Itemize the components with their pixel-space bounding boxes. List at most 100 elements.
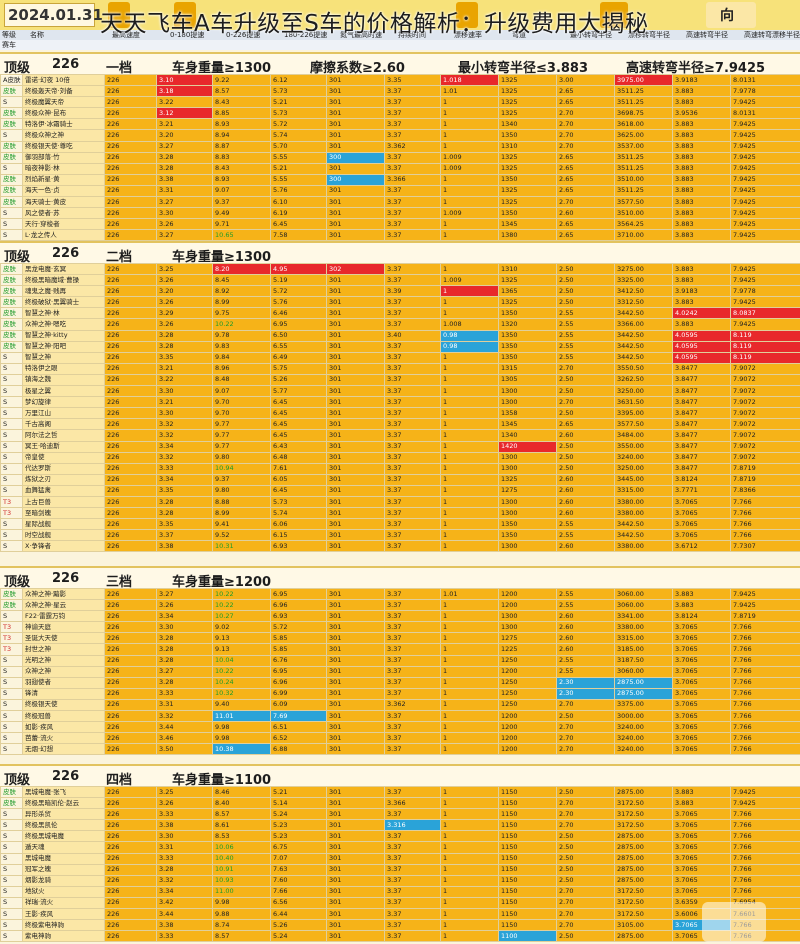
table-cell: 226 bbox=[104, 841, 157, 854]
section-gear: 三档 bbox=[106, 575, 133, 590]
table-cell: 3.8477 bbox=[672, 373, 731, 387]
table-cell: 3.883 bbox=[672, 262, 731, 276]
table-cell: 暗夜神影·林 bbox=[22, 162, 105, 175]
col-header: 高速转弯半径 bbox=[686, 31, 728, 39]
table-row: S 芭蕾·流火 226 3.46 9.98 6.52 301 3.37 1 1200 2.70 324… bbox=[0, 732, 800, 745]
table-cell: 特洛伊·冰霜骑士 bbox=[22, 118, 105, 131]
table-cell: 6.96 bbox=[270, 676, 327, 689]
table-cell: 10.32 bbox=[212, 687, 271, 700]
table-cell: 226 bbox=[104, 874, 157, 887]
table-cell: S bbox=[0, 462, 23, 475]
table-cell: 3.21 bbox=[156, 362, 213, 375]
table-cell: 3.37 bbox=[384, 351, 441, 364]
table-cell: 10.38 bbox=[212, 743, 271, 756]
table-cell: 7.766 bbox=[730, 665, 800, 678]
table-row: T3 至暗剑魄 226 3.28 8.99 5.74 301 3.37 1 1300 2.60 338… bbox=[0, 507, 800, 520]
table-cell: 2.65 bbox=[556, 96, 615, 109]
table-cell: 5.70 bbox=[270, 140, 327, 153]
table-cell: 3.883 bbox=[672, 118, 731, 131]
table-cell: 异形杀贸 bbox=[22, 808, 105, 821]
table-cell: 301 bbox=[326, 340, 385, 353]
table-cell: S bbox=[0, 518, 23, 531]
table-row: 皮肤 终极破狱·黑翼骑士 226 3.26 8.99 5.76 301 3.37 1 1325 2.… bbox=[0, 296, 800, 309]
table-cell: 1 bbox=[440, 743, 499, 756]
table-cell: 众神之神·星云 bbox=[22, 599, 105, 612]
table-cell: 3.37 bbox=[384, 440, 441, 453]
table-cell: 1 bbox=[440, 107, 499, 120]
table-cell: T3 bbox=[0, 495, 23, 509]
table-cell: 镇海之魏 bbox=[22, 373, 105, 387]
sub-header-row: 赛车 bbox=[0, 40, 800, 50]
table-cell: 226 bbox=[104, 610, 157, 623]
table-cell: 3240.00 bbox=[614, 451, 673, 464]
table-cell: 226 bbox=[104, 407, 157, 420]
table-cell: 1 bbox=[440, 874, 499, 887]
table-cell: 3.35 bbox=[156, 518, 213, 531]
table-cell: 5.73 bbox=[270, 85, 327, 98]
table-cell: 3380.00 bbox=[614, 621, 673, 634]
table-cell: 6.51 bbox=[270, 721, 327, 734]
table-cell: 1 bbox=[440, 118, 499, 131]
table-cell: S bbox=[0, 351, 23, 364]
table-cell: 226 bbox=[104, 797, 157, 810]
table-cell: 3.21 bbox=[156, 396, 213, 409]
table-cell: 3.37 bbox=[384, 262, 441, 276]
table-cell: 9.88 bbox=[212, 908, 271, 921]
table-cell: 7.9072 bbox=[730, 385, 800, 398]
table-cell: 7.766 bbox=[730, 808, 800, 821]
table-cell: 10.93 bbox=[212, 874, 271, 887]
table-cell: 301 bbox=[326, 451, 385, 464]
table-cell: 6.05 bbox=[270, 473, 327, 486]
table-cell: 3.27 bbox=[156, 140, 213, 153]
table-cell: 3187.50 bbox=[614, 654, 673, 667]
table-cell: 2.70 bbox=[556, 819, 615, 832]
table-cell: 3.37 bbox=[384, 665, 441, 678]
table-cell: S bbox=[0, 698, 23, 712]
table-cell: 3.7065 bbox=[672, 841, 731, 854]
table-cell: 2.60 bbox=[556, 495, 615, 509]
table-cell: 2.50 bbox=[556, 296, 615, 309]
table-cell: 226 bbox=[104, 785, 157, 799]
table-cell: 3.28 bbox=[156, 340, 213, 353]
table-cell: S bbox=[0, 930, 23, 943]
table-cell: 5.55 bbox=[270, 151, 327, 164]
table-cell: 3.27 bbox=[156, 587, 213, 601]
table-cell: 圣诞大天使 bbox=[22, 632, 105, 645]
table-cell: 3.42 bbox=[156, 896, 213, 910]
table-cell: 1 bbox=[440, 540, 499, 553]
table-cell: 1 bbox=[440, 296, 499, 309]
table-cell: 6.96 bbox=[270, 599, 327, 612]
table-cell: S bbox=[0, 830, 23, 843]
table-cell: 7.9072 bbox=[730, 440, 800, 453]
section-gear: 一档 bbox=[106, 61, 133, 76]
table-cell: 皮肤 bbox=[0, 262, 23, 276]
table-cell: 226 bbox=[104, 676, 157, 689]
table-cell: 226 bbox=[104, 274, 157, 287]
table-cell: 226 bbox=[104, 329, 157, 342]
table-cell: 烟影龙骑 bbox=[22, 874, 105, 887]
table-cell: 3.37 bbox=[384, 218, 441, 231]
table-row: 皮肤 终极轰天帝·刘备 226 3.18 8.57 5.73 301 3.37 1.01 1325… bbox=[0, 85, 800, 98]
table-cell: 1250 bbox=[498, 676, 557, 689]
table-cell: 3000.00 bbox=[614, 710, 673, 723]
table-cell: 226 bbox=[104, 473, 157, 486]
table-cell: 3.28 bbox=[156, 162, 213, 175]
table-cell: 3.30 bbox=[156, 207, 213, 220]
table-cell: 3.37 bbox=[384, 85, 441, 98]
table-cell: 3185.00 bbox=[614, 643, 673, 656]
table-cell: 226 bbox=[104, 687, 157, 700]
table-cell: S bbox=[0, 162, 23, 175]
table-cell: T3 bbox=[0, 507, 23, 520]
table-cell: 301 bbox=[326, 473, 385, 486]
table-cell: 1.01 bbox=[440, 85, 499, 98]
table-cell: 1.009 bbox=[440, 274, 499, 287]
table-cell: 1300 bbox=[498, 540, 557, 553]
table-cell: 4.95 bbox=[270, 262, 327, 276]
table-cell: 3.9183 bbox=[672, 285, 731, 298]
table-cell: 3.37 bbox=[384, 274, 441, 287]
table-cell: 301 bbox=[326, 919, 385, 932]
table-cell: 226 bbox=[104, 529, 157, 542]
table-cell: 0.98 bbox=[440, 329, 499, 342]
table-cell: 3105.00 bbox=[614, 919, 673, 932]
table-cell: 301 bbox=[326, 96, 385, 109]
